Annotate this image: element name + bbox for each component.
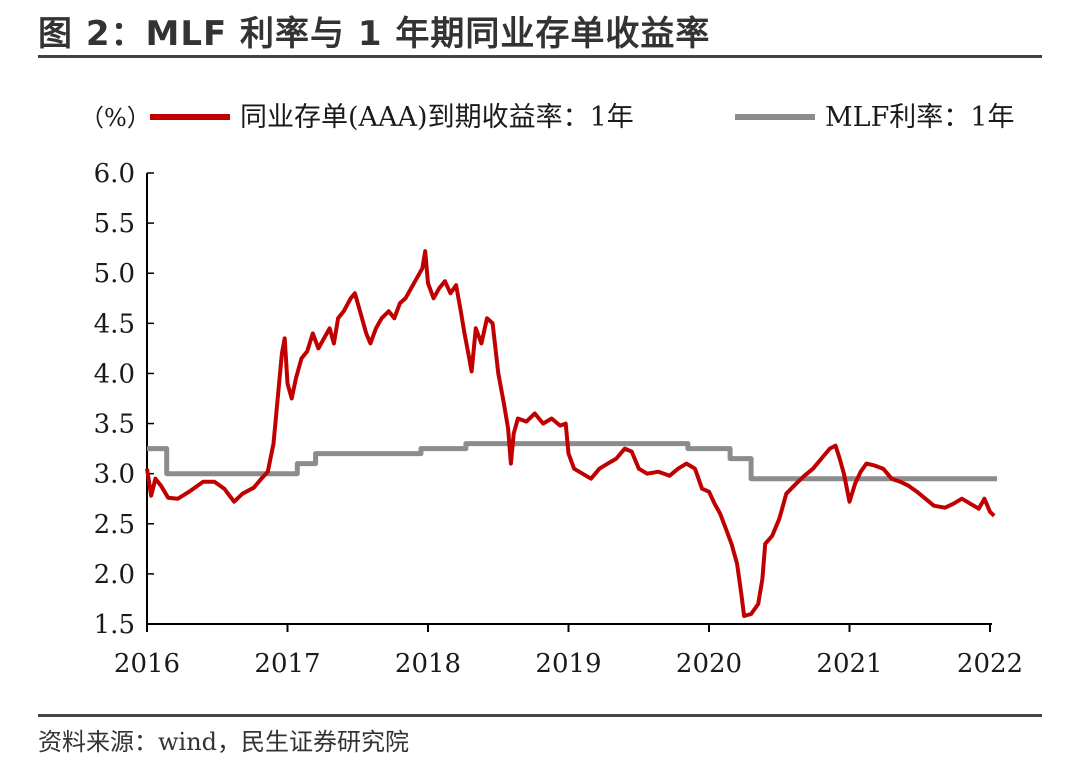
unit-label: （%）: [80, 104, 151, 132]
y-tick-label: 5.5: [94, 209, 135, 239]
footer-rule: [38, 714, 1042, 717]
x-tick-label: 2021: [816, 649, 882, 679]
legend-label-mlf-rate: MLF利率：1年: [825, 102, 1015, 133]
x-tick-label: 2020: [676, 649, 742, 679]
source-note: 资料来源：wind，民生证券研究院: [38, 728, 410, 756]
y-tick-label: 1.5: [94, 610, 135, 640]
y-tick-label: 2.5: [94, 510, 135, 540]
line-chart: （%） 同业存单(AAA)到期收益率：1年 MLF利率：1年 6.0 5.5 5.0…: [80, 102, 1023, 679]
x-tick-label: 2017: [254, 649, 320, 679]
series-line-mlf-rate: [147, 441, 997, 482]
y-tick-label: 2.0: [94, 560, 135, 590]
chart-title: 图 2：MLF 利率与 1 年期同业存单收益率: [38, 14, 711, 54]
y-tick-label: 3.5: [94, 410, 135, 440]
x-tick-label: 2019: [535, 649, 601, 679]
series-line-ncd-yield: [145, 249, 996, 618]
x-tick-label: 2016: [114, 649, 180, 679]
legend-label-ncd-yield: 同业存单(AAA)到期收益率：1年: [240, 102, 634, 133]
y-tick-label: 3.0: [94, 460, 135, 490]
y-tick-label: 6.0: [94, 159, 135, 189]
x-tick-label: 2018: [395, 649, 461, 679]
title-underline: [38, 55, 1042, 58]
x-tick-label: 2022: [957, 649, 1023, 679]
y-tick-label: 5.0: [94, 259, 135, 289]
y-tick-label: 4.5: [94, 309, 135, 339]
y-tick-label: 4.0: [94, 359, 135, 389]
